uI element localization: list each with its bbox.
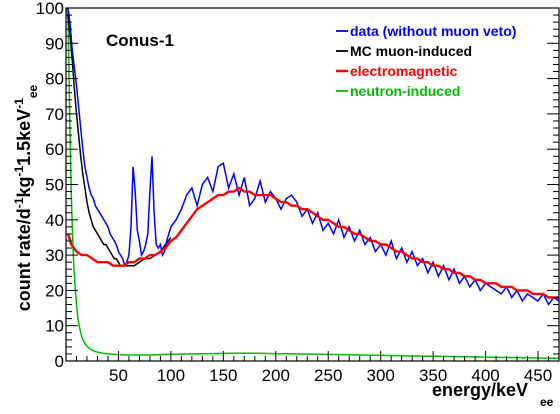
y-axis-title: count rate/d-1kg-11.5keV-1ee [12, 84, 40, 311]
x-tick-label: 250 [314, 366, 342, 385]
x-tick-label: 50 [109, 366, 128, 385]
y-axis-title-part: -1 [12, 197, 26, 208]
y-axis-title-part: ee [26, 84, 40, 98]
y-tick-label: 40 [45, 211, 64, 230]
x-axis: 50 100 150 200 250 300 350 400 450 [65, 351, 560, 385]
x-tick-label: 100 [157, 366, 185, 385]
series-line-electromagnetic [66, 186, 559, 299]
y-axis: 0 10 20 30 40 50 60 70 80 90 100 [36, 0, 559, 371]
legend-label: MC muon-induced [350, 43, 472, 59]
series-line-mc-muon-induced [67, 15, 172, 267]
x-tick-label: 400 [471, 366, 499, 385]
annotation-label: Conus-1 [106, 31, 174, 50]
x-tick-label: 300 [366, 366, 394, 385]
y-axis-title-part: -1 [12, 166, 26, 177]
x-tick-label: 350 [419, 366, 447, 385]
y-tick-label: 100 [36, 0, 64, 18]
series-line-neutron-induced [66, 8, 559, 359]
y-tick-label: 60 [45, 140, 64, 159]
y-tick-label: 70 [45, 105, 64, 124]
y-tick-label: 90 [45, 34, 64, 53]
series-line-data-without-muon-veto [67, 8, 559, 306]
y-tick-label: 10 [45, 317, 64, 336]
x-axis-title: energy/keV ee [432, 380, 554, 409]
y-tick-label: 20 [45, 281, 64, 300]
x-tick-label: 200 [262, 366, 290, 385]
y-axis-title-part: -1 [12, 98, 26, 109]
legend: data (without muon veto) MC muon-induced e… [336, 23, 516, 99]
legend-label: data (without muon veto) [350, 23, 516, 39]
y-tick-label: 50 [45, 176, 64, 195]
y-tick-label: 0 [55, 352, 64, 371]
x-axis-label: energy/keV [432, 380, 528, 400]
y-tick-label: 30 [45, 246, 64, 265]
legend-label: electromagnetic [350, 63, 458, 79]
y-tick-label: 80 [45, 70, 64, 89]
legend-label: neutron-induced [350, 83, 460, 99]
x-tick-label: 150 [209, 366, 237, 385]
y-axis-title-part: 1.5keV [14, 109, 34, 166]
plot-area [66, 8, 559, 359]
x-tick-label: 450 [524, 366, 552, 385]
x-axis-label-subscript: ee [540, 395, 554, 409]
y-axis-title-part: count rate/d [14, 208, 34, 311]
y-axis-title-part: kg [14, 177, 34, 198]
